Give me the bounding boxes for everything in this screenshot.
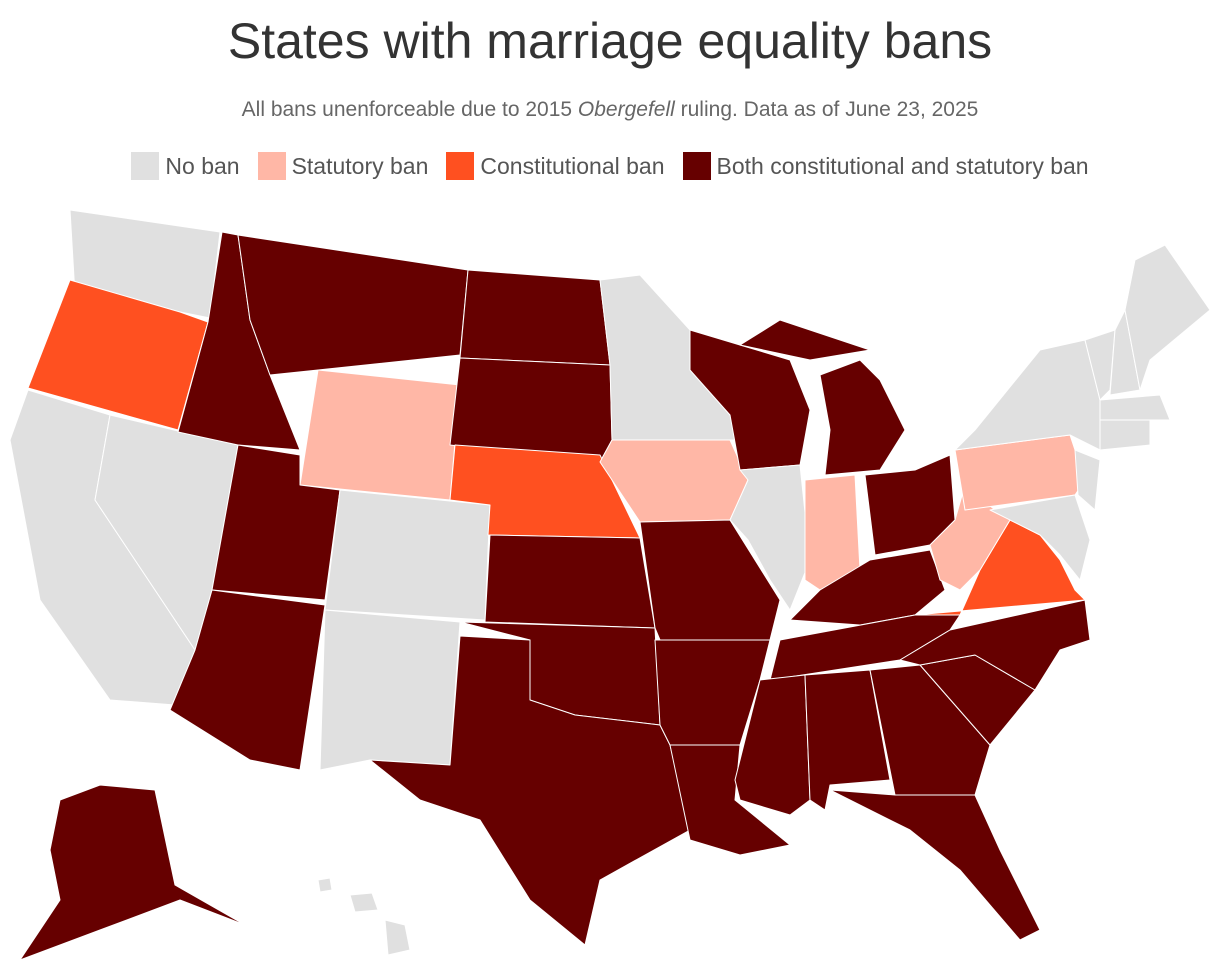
state: [237, 234, 469, 376]
state: [829, 789, 1041, 941]
state: [299, 369, 461, 501]
state: [869, 664, 991, 796]
legend-item: Statutory ban: [257, 152, 429, 180]
state: [384, 919, 411, 956]
state: [169, 589, 326, 771]
state: [369, 635, 691, 946]
state: [1074, 449, 1101, 511]
state: [1099, 394, 1171, 421]
state: [484, 534, 656, 629]
legend-label: Statutory ban: [291, 152, 429, 179]
legend-label: Both constitutional and statutory ban: [716, 152, 1089, 179]
subtitle: All bans unenforceable due to 2015 Oberg…: [0, 98, 1220, 122]
subtitle-text: All bans unenforceable due to 2015: [241, 98, 578, 121]
state: [989, 494, 1091, 581]
state: [319, 609, 461, 771]
legend-label: Constitutional ban: [480, 152, 665, 179]
state: [459, 269, 611, 366]
subtitle-emphasis: Obergefell: [577, 98, 675, 121]
title: States with marriage equality bans: [227, 13, 993, 69]
legend-swatch: [257, 152, 286, 180]
legend-swatch: [131, 152, 160, 180]
legend: No ban Statutory ban Constitutional ban Bot…: [0, 152, 1220, 180]
state: [449, 444, 641, 539]
state: [1099, 419, 1151, 451]
state: [19, 784, 246, 961]
legend-swatch: [446, 152, 475, 180]
legend-item: No ban: [131, 152, 240, 180]
state: [324, 489, 491, 621]
state: [954, 339, 1101, 451]
state: [1124, 244, 1211, 391]
state: [317, 877, 333, 893]
legend-item: Both constitutional and statutory ban: [682, 152, 1089, 180]
legend-swatch: [682, 152, 711, 180]
legend-item: Constitutional ban: [446, 152, 665, 180]
legend-label: No ban: [165, 152, 240, 179]
state: [739, 319, 906, 476]
state: [729, 464, 811, 611]
state: [349, 892, 379, 913]
state: [669, 744, 791, 856]
subtitle-text: ruling. Data as of June 23, 2025: [674, 98, 979, 121]
state: [899, 599, 1091, 691]
